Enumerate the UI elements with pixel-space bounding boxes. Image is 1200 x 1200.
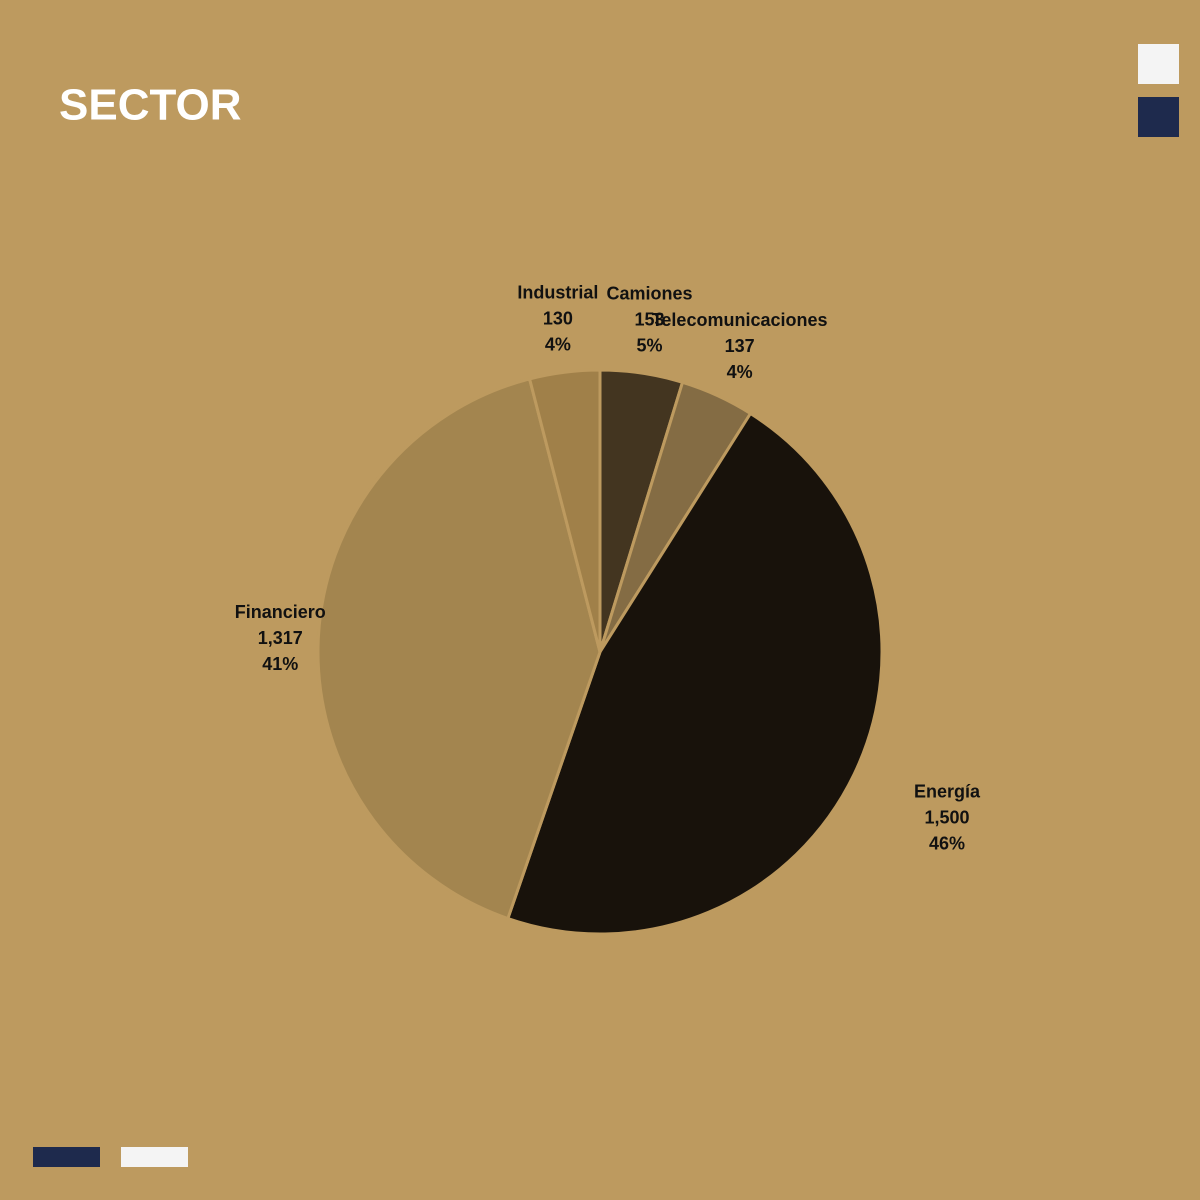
decor-bar [33,1147,100,1167]
slice-label-value: 1,317 [258,628,303,648]
slice-label-name: Industrial [517,282,598,302]
chart-title: SECTOR [59,81,242,130]
slice-label-name: Camiones [607,283,693,303]
slice-label-percent: 46% [929,833,965,853]
slice-label-value: 153 [635,309,665,329]
slice-label-percent: 4% [545,334,571,354]
slice-label-value: 1,500 [925,807,970,827]
pie-slice [505,411,884,936]
slice-label-value: 137 [725,336,755,356]
decor-bar [121,1147,188,1167]
slice-label-name: Energía [914,781,981,801]
slice-label-percent: 4% [727,362,753,382]
pie-slice [527,368,602,653]
slice-label-value: 130 [543,308,573,328]
slice-label-percent: 41% [262,654,298,674]
slice-label-name: Telecomunicaciones [652,310,828,330]
pie-slice [316,377,602,921]
decor-square [1138,97,1179,137]
slice-label-name: Financiero [235,602,326,622]
decor-square [1138,44,1179,84]
slice-label-percent: 5% [637,335,663,355]
